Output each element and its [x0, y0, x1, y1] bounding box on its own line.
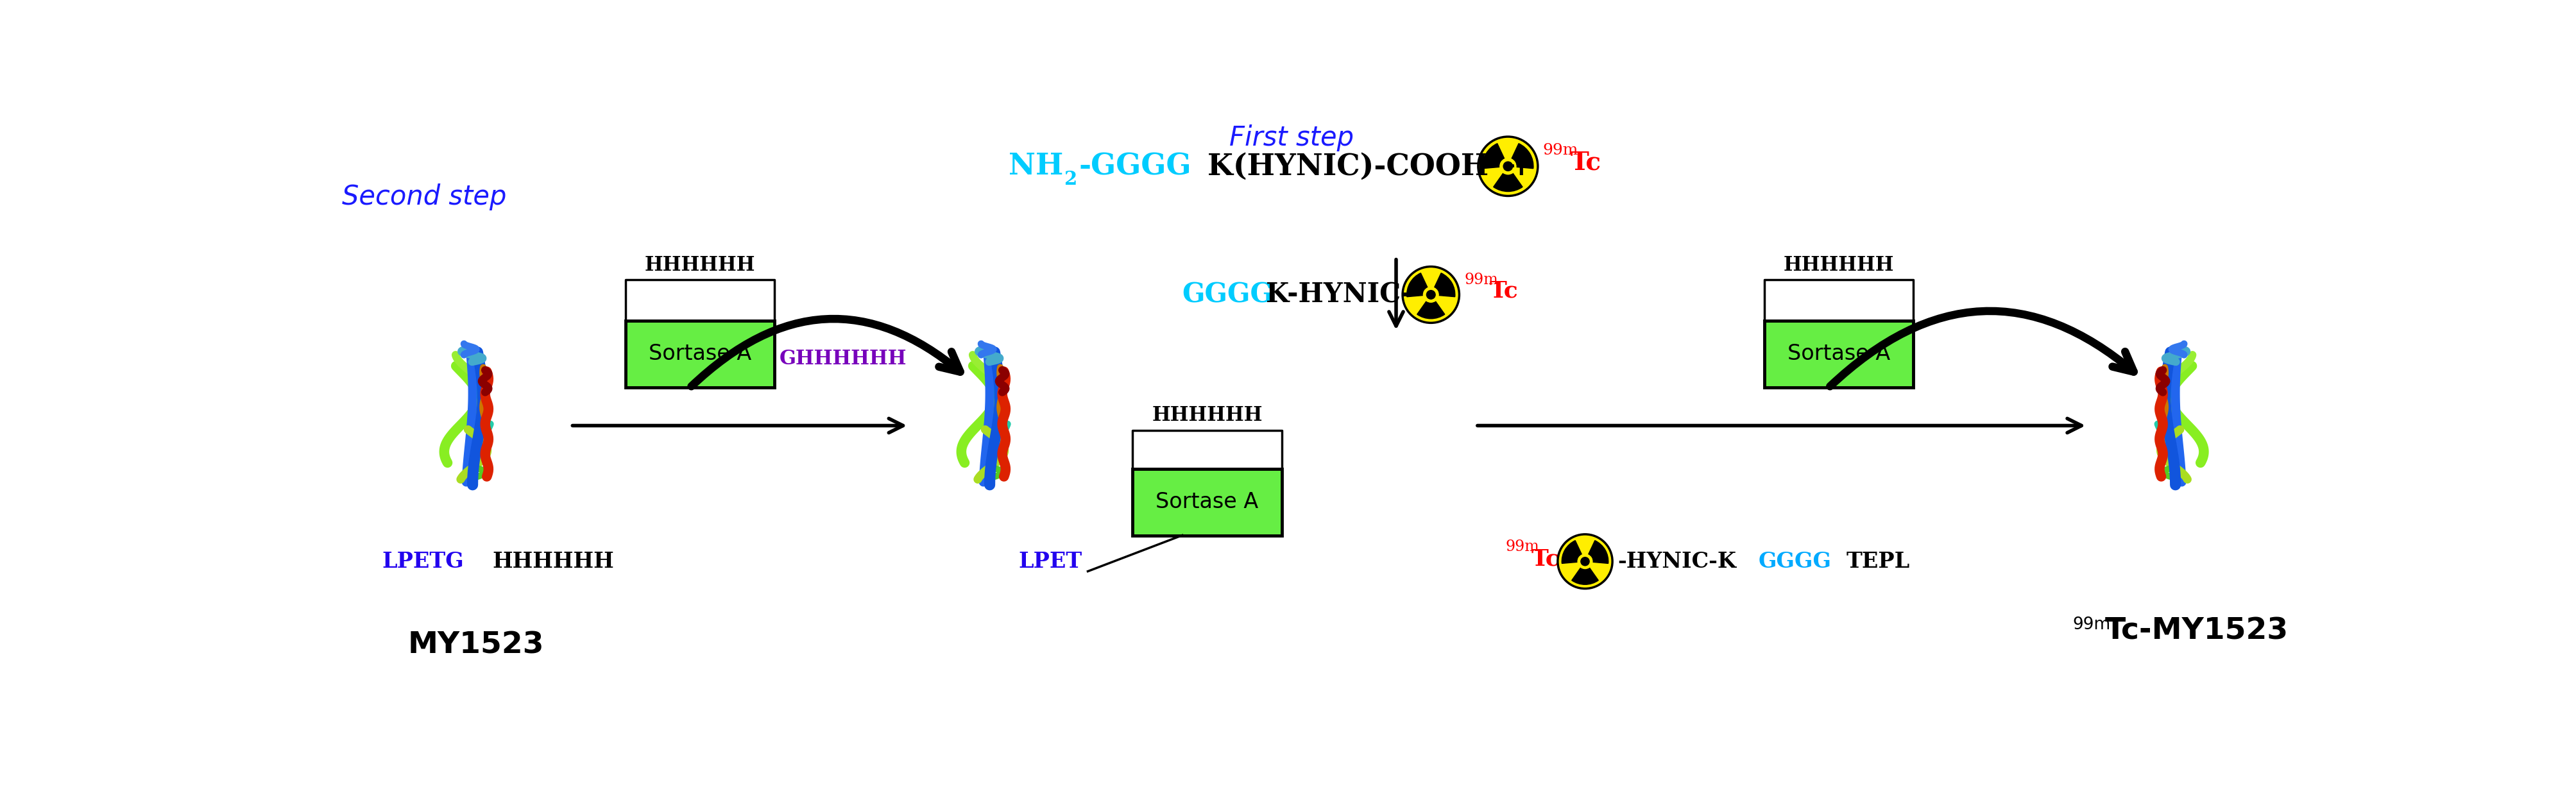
Text: K(HYNIC)-COOH  +: K(HYNIC)-COOH +: [1208, 151, 1533, 181]
Text: 99m: 99m: [1463, 272, 1499, 287]
Text: HHHHHH: HHHHHH: [1151, 406, 1262, 425]
Text: Second step: Second step: [343, 184, 507, 211]
Circle shape: [1401, 267, 1458, 323]
Text: Tc: Tc: [1489, 280, 1517, 301]
Wedge shape: [1571, 568, 1597, 585]
Text: 2: 2: [1064, 170, 1077, 189]
Text: HHHHHH: HHHHHH: [644, 255, 755, 275]
Wedge shape: [1481, 144, 1504, 169]
Wedge shape: [1494, 174, 1522, 192]
Text: Tc: Tc: [1569, 150, 1600, 174]
Text: 99m: 99m: [2071, 616, 2110, 633]
Wedge shape: [1417, 301, 1445, 319]
Wedge shape: [1512, 144, 1533, 169]
Text: MY1523: MY1523: [407, 631, 544, 660]
Text: Sortase A: Sortase A: [1788, 343, 1891, 365]
Text: GGGG: GGGG: [1757, 551, 1832, 572]
Circle shape: [1582, 557, 1589, 566]
Text: HHHHHH: HHHHHH: [1783, 255, 1893, 275]
FancyBboxPatch shape: [626, 320, 775, 387]
Text: K-HYNIC-: K-HYNIC-: [1265, 281, 1412, 308]
Circle shape: [1427, 290, 1435, 299]
Text: First step: First step: [1229, 125, 1352, 151]
Text: -GGGG: -GGGG: [1079, 151, 1190, 181]
FancyBboxPatch shape: [1133, 469, 1280, 536]
Text: Sortase A: Sortase A: [1157, 492, 1257, 513]
Text: 99m: 99m: [1543, 143, 1579, 158]
Text: 99m: 99m: [1504, 539, 1538, 554]
Text: TEPL: TEPL: [1844, 551, 1909, 572]
Wedge shape: [1561, 540, 1582, 563]
Text: HHHHHH: HHHHHH: [492, 551, 613, 572]
FancyBboxPatch shape: [1765, 320, 1914, 387]
Wedge shape: [1589, 540, 1607, 563]
Wedge shape: [1406, 273, 1427, 297]
Text: GGGG: GGGG: [1182, 281, 1273, 308]
Text: -HYNIC-K: -HYNIC-K: [1618, 551, 1736, 572]
Text: NH: NH: [1007, 151, 1064, 181]
Text: Tc: Tc: [1530, 548, 1558, 570]
Text: GHHHHHH: GHHHHHH: [781, 349, 907, 369]
Text: Sortase A: Sortase A: [649, 343, 752, 365]
Text: Tc-MY1523: Tc-MY1523: [2105, 616, 2287, 645]
Text: LPETG: LPETG: [381, 551, 464, 572]
Circle shape: [1558, 534, 1613, 589]
Circle shape: [1479, 136, 1538, 196]
Wedge shape: [1435, 273, 1455, 297]
Circle shape: [1502, 162, 1512, 171]
Text: LPET: LPET: [1018, 551, 1082, 572]
